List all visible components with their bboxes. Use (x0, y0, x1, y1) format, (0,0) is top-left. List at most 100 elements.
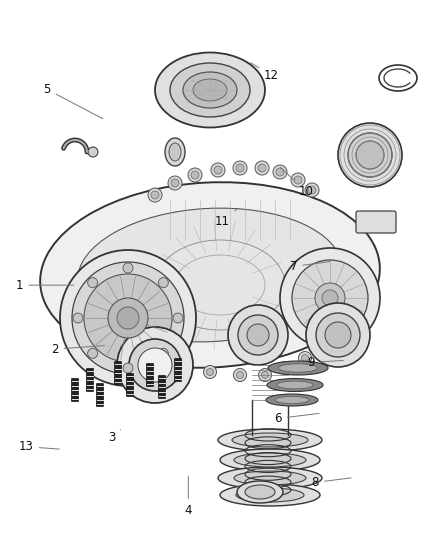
FancyBboxPatch shape (96, 384, 103, 407)
Circle shape (148, 188, 162, 202)
Circle shape (129, 339, 181, 391)
Circle shape (280, 248, 380, 348)
Circle shape (123, 263, 133, 273)
Ellipse shape (245, 485, 275, 499)
Ellipse shape (165, 138, 185, 166)
Circle shape (214, 166, 222, 174)
FancyBboxPatch shape (114, 361, 121, 384)
Ellipse shape (237, 481, 283, 503)
Circle shape (294, 176, 302, 184)
Circle shape (60, 250, 196, 386)
Text: 1: 1 (16, 279, 74, 292)
Circle shape (291, 173, 305, 187)
Circle shape (117, 327, 193, 403)
Circle shape (173, 313, 183, 323)
Ellipse shape (234, 453, 306, 467)
FancyBboxPatch shape (174, 359, 181, 382)
Circle shape (306, 303, 370, 367)
Circle shape (348, 133, 392, 177)
Ellipse shape (279, 364, 318, 372)
Circle shape (73, 313, 83, 323)
Circle shape (123, 363, 133, 373)
Text: 12: 12 (251, 63, 279, 82)
Text: 10: 10 (280, 167, 314, 198)
Circle shape (301, 354, 308, 361)
Circle shape (159, 278, 168, 288)
Circle shape (305, 183, 319, 197)
Circle shape (258, 368, 272, 382)
Text: 13: 13 (19, 440, 60, 453)
Ellipse shape (183, 72, 237, 108)
Ellipse shape (170, 63, 250, 117)
Circle shape (191, 171, 199, 179)
Circle shape (325, 322, 351, 348)
Circle shape (233, 161, 247, 175)
Circle shape (308, 186, 316, 194)
Ellipse shape (266, 394, 318, 406)
Circle shape (258, 164, 266, 172)
Circle shape (72, 262, 184, 374)
Circle shape (188, 168, 202, 182)
Circle shape (159, 349, 168, 358)
FancyBboxPatch shape (356, 211, 396, 233)
FancyBboxPatch shape (146, 364, 153, 386)
Circle shape (168, 176, 182, 190)
Ellipse shape (40, 182, 380, 368)
Circle shape (206, 368, 213, 376)
Ellipse shape (220, 449, 320, 471)
Circle shape (299, 351, 311, 365)
Text: 11: 11 (215, 209, 237, 228)
Circle shape (108, 298, 148, 338)
Circle shape (228, 305, 288, 365)
Ellipse shape (275, 397, 309, 403)
Circle shape (88, 349, 98, 358)
Circle shape (279, 361, 292, 375)
Text: 3: 3 (108, 430, 120, 443)
FancyBboxPatch shape (71, 378, 78, 401)
Text: 8: 8 (312, 476, 351, 489)
Circle shape (316, 313, 360, 357)
Circle shape (138, 348, 172, 382)
Text: 2: 2 (51, 343, 105, 356)
Circle shape (179, 359, 191, 372)
Circle shape (315, 283, 345, 313)
Circle shape (88, 147, 98, 157)
Circle shape (237, 372, 244, 378)
Ellipse shape (232, 433, 308, 447)
Text: 4: 4 (184, 476, 192, 517)
Circle shape (171, 179, 179, 187)
FancyBboxPatch shape (159, 376, 166, 399)
Circle shape (233, 368, 247, 382)
Circle shape (247, 324, 269, 346)
Circle shape (356, 141, 384, 169)
FancyBboxPatch shape (127, 374, 134, 397)
Ellipse shape (218, 429, 322, 451)
Text: 5: 5 (44, 83, 102, 119)
Text: 9: 9 (307, 356, 343, 369)
Circle shape (84, 274, 172, 362)
Circle shape (273, 165, 287, 179)
Circle shape (88, 278, 98, 288)
Ellipse shape (236, 488, 304, 502)
Ellipse shape (220, 484, 320, 506)
Ellipse shape (268, 361, 328, 375)
Ellipse shape (155, 52, 265, 127)
Text: 6: 6 (274, 412, 319, 425)
Text: 7: 7 (290, 260, 330, 273)
Circle shape (282, 365, 289, 372)
Circle shape (151, 191, 159, 199)
Circle shape (236, 164, 244, 172)
Circle shape (292, 260, 368, 336)
Ellipse shape (267, 378, 323, 392)
Ellipse shape (193, 79, 227, 101)
Circle shape (322, 290, 338, 306)
Ellipse shape (277, 381, 313, 389)
FancyBboxPatch shape (86, 368, 93, 392)
Ellipse shape (218, 467, 322, 489)
Circle shape (204, 366, 216, 378)
Circle shape (261, 372, 268, 378)
Circle shape (117, 307, 139, 329)
Ellipse shape (169, 143, 181, 161)
Circle shape (238, 315, 278, 355)
Circle shape (211, 163, 225, 177)
